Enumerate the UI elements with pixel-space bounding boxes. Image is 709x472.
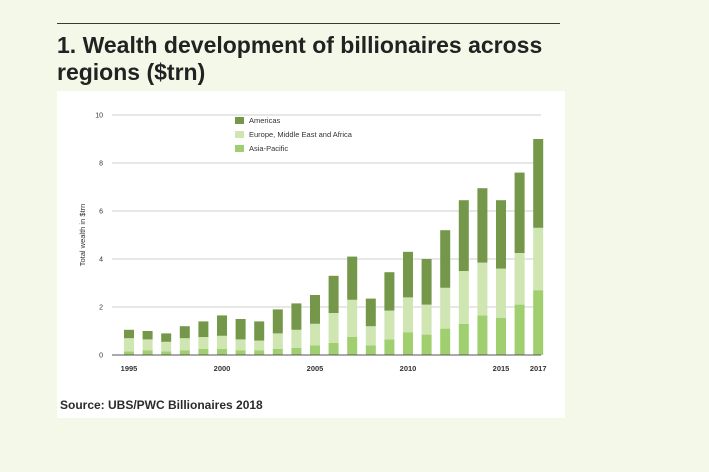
bar-2006-emea (328, 313, 339, 343)
bar-2003-americas (272, 309, 283, 334)
bar-2015-americas (496, 200, 506, 269)
bar-2006-asia_pacific (328, 343, 339, 355)
bar-1996-asia_pacific (142, 350, 153, 355)
bar-2004-emea (291, 329, 302, 348)
bar-2008-asia_pacific (365, 345, 376, 355)
bar-2017-americas (533, 139, 544, 228)
x-tick-label-2015: 2015 (493, 364, 510, 373)
bar-2006-americas (328, 275, 339, 313)
x-tick-label-2017: 2017 (530, 364, 547, 373)
bar-2012-americas (440, 230, 451, 288)
bar-2002-asia_pacific (254, 350, 265, 355)
stacked-bar-chart: 0 2 4 6 8 10 Total wealth in $trn 1995 2000 2005 2… (78, 113, 547, 374)
x-tick-label-2000: 2000 (214, 364, 231, 373)
legend-label-emea: Europe, Middle East and Africa (249, 130, 353, 139)
legend-swatch-emea (235, 131, 244, 138)
y-axis-title: Total wealth in $trn (78, 204, 87, 267)
bar-2005-emea (310, 323, 320, 346)
bar-2009-asia_pacific (384, 339, 395, 355)
bar-1995-emea (124, 338, 134, 352)
bar-1998-emea (179, 338, 190, 351)
bar-2009-americas (384, 272, 395, 311)
bar-2010-asia_pacific (403, 332, 413, 355)
bar-2008-americas (365, 298, 376, 327)
bar-2011-emea (421, 304, 432, 335)
bar-2002-emea (254, 340, 265, 351)
legend: Americas Europe, Middle East and Africa As… (235, 116, 353, 153)
bar-2007-asia_pacific (347, 337, 358, 355)
bar-1998-asia_pacific (179, 350, 190, 355)
source-note: Source: UBS/PWC Billionaires 2018 (60, 398, 263, 412)
axis-layer: 0 2 4 6 8 10 Total wealth in $trn 1995 2000 2005 2… (78, 113, 547, 374)
y-tick-label-8: 8 (99, 161, 103, 168)
y-tick-label-2: 2 (99, 305, 103, 312)
grid-layer (112, 114, 541, 308)
bar-2003-emea (272, 333, 283, 349)
bars-layer (124, 139, 544, 355)
bar-2016-emea (514, 253, 525, 305)
bar-2001-emea (235, 339, 246, 351)
bar-2015-emea (496, 268, 506, 318)
bar-2005-americas (310, 295, 320, 324)
bar-1997-americas (161, 333, 172, 342)
bar-2000-emea (217, 335, 227, 349)
bar-2010-emea (403, 297, 413, 333)
bar-2011-americas (421, 259, 432, 305)
bar-2016-asia_pacific (514, 304, 525, 355)
bar-2012-asia_pacific (440, 328, 451, 355)
y-tick-label-0: 0 (99, 353, 103, 360)
bar-2016-americas (514, 172, 525, 253)
bar-2017-emea (533, 227, 544, 291)
bar-1998-americas (179, 326, 190, 339)
bar-1995-americas (124, 329, 134, 339)
bar-1997-asia_pacific (161, 351, 172, 355)
bar-2014-asia_pacific (477, 315, 488, 355)
bar-1999-americas (198, 321, 209, 337)
top-rule (57, 23, 560, 24)
y-tick-label-6: 6 (99, 209, 103, 216)
bar-2005-asia_pacific (310, 345, 320, 355)
bar-1995-asia_pacific (124, 351, 134, 355)
chart-panel: 0 2 4 6 8 10 Total wealth in $trn 1995 2000 2005 2… (57, 91, 565, 418)
bar-2007-emea (347, 299, 358, 337)
bar-1996-emea (142, 339, 153, 351)
bar-2013-emea (458, 271, 469, 324)
bar-2002-americas (254, 321, 265, 341)
bar-2000-americas (217, 315, 227, 336)
bar-2010-americas (403, 251, 413, 298)
bar-2001-americas (235, 319, 246, 340)
bar-1997-emea (161, 341, 172, 352)
bar-2001-asia_pacific (235, 350, 246, 355)
x-tick-label-2005: 2005 (307, 364, 324, 373)
legend-swatch-asia_pacific (235, 145, 244, 152)
y-tick-label-10: 10 (95, 113, 103, 120)
bar-2011-asia_pacific (421, 334, 432, 355)
bar-2014-emea (477, 262, 488, 316)
figure-title: 1. Wealth development of billionaires ac… (57, 32, 543, 85)
bar-2000-asia_pacific (217, 349, 227, 355)
x-tick-label-1995: 1995 (121, 364, 138, 373)
bar-2004-americas (291, 303, 302, 330)
bar-2003-asia_pacific (272, 349, 283, 355)
bar-2017-asia_pacific (533, 290, 544, 355)
bar-1999-emea (198, 337, 209, 349)
bar-2013-asia_pacific (458, 323, 469, 355)
bar-1996-americas (142, 331, 153, 340)
bar-2008-emea (365, 326, 376, 346)
bar-2014-americas (477, 188, 488, 263)
legend-label-americas: Americas (249, 116, 281, 125)
x-tick-label-2010: 2010 (400, 364, 417, 373)
legend-label-asia_pacific: Asia-Pacific (249, 144, 288, 153)
y-tick-label-4: 4 (99, 257, 103, 264)
bar-2013-americas (458, 200, 469, 271)
bar-1999-asia_pacific (198, 349, 209, 355)
bar-2007-americas (347, 256, 358, 300)
bar-2015-asia_pacific (496, 317, 506, 355)
legend-swatch-americas (235, 117, 244, 124)
bar-2012-emea (440, 287, 451, 329)
bar-2004-asia_pacific (291, 347, 302, 355)
bar-2009-emea (384, 310, 395, 340)
